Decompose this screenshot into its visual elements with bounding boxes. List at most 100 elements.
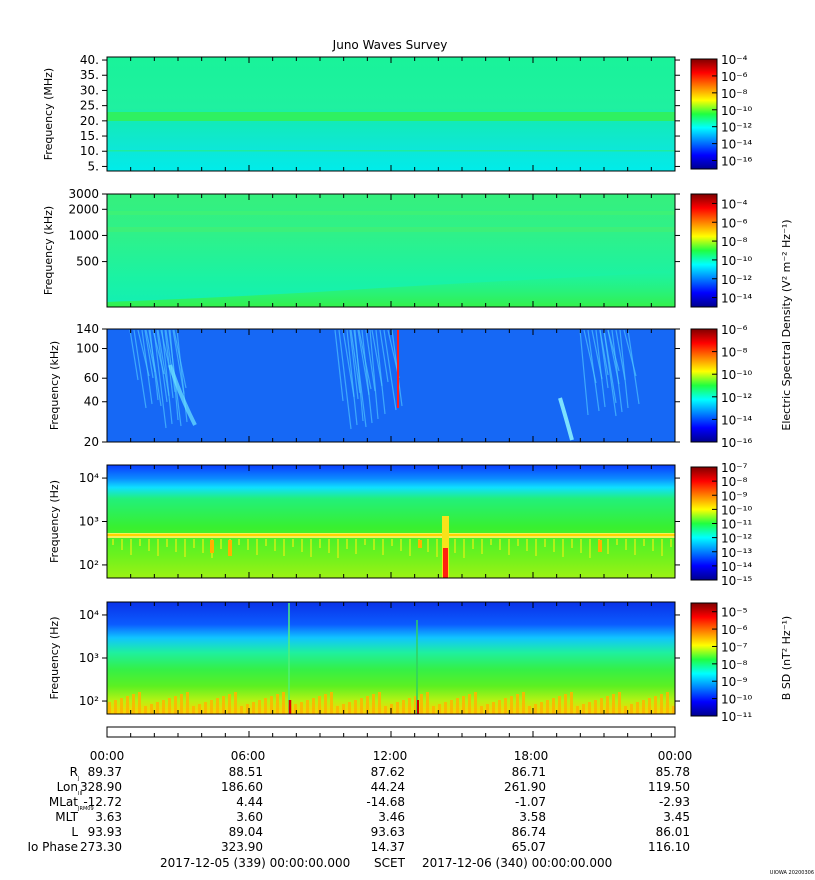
ephemeris-value: -12.72: [83, 795, 122, 809]
y-tick-label: 15.: [80, 129, 99, 143]
emission-streak: [378, 692, 381, 714]
start-time-label: 2017-12-05 (339) 00:00:00.000: [160, 856, 350, 870]
emission-streak: [666, 692, 669, 714]
y-tick-label: 2000: [68, 202, 99, 216]
emission-streak: [562, 539, 564, 557]
emission-streak: [337, 539, 339, 558]
emission-streak: [579, 329, 589, 416]
emission-streak: [444, 702, 447, 714]
y-tick-label: 10⁴: [79, 471, 99, 485]
ephemeris-value: 65.07: [512, 840, 546, 854]
panel-3-colorbar: [690, 328, 718, 443]
emission-streak: [595, 329, 606, 408]
emission-streak: [510, 696, 513, 714]
emission-streak: [328, 539, 330, 553]
ephemeris-value: -14.68: [366, 795, 405, 809]
emission-streak: [379, 329, 389, 383]
emission-streak: [619, 329, 629, 409]
emission-streak: [336, 706, 339, 714]
emission-streak: [138, 692, 141, 714]
time-label: 00:00: [658, 749, 693, 763]
emission-streak: [133, 329, 147, 409]
emission-streak: [220, 539, 222, 549]
emission-streak: [247, 539, 249, 550]
y-tick-label: 500: [76, 255, 99, 269]
emission-streak: [292, 539, 294, 547]
ephemeris-value: 85.78: [656, 765, 690, 779]
emission-streak: [382, 539, 384, 555]
emission-streak: [642, 700, 645, 714]
ephemeris-label-subscript: J: [77, 776, 79, 782]
emission-streak: [414, 696, 417, 714]
colorbar-tick-label: 10⁻¹³: [721, 546, 752, 560]
colorbar-tick-label: 10⁻¹⁴: [721, 560, 752, 574]
panel-4-spectrogram: [107, 465, 675, 578]
emission-streak: [256, 539, 258, 555]
end-time-label: 2017-12-06 (340) 00:00:00.000: [422, 856, 612, 870]
emission-streak: [192, 706, 195, 714]
emission-streak: [468, 694, 471, 714]
emission-streak: [228, 694, 231, 714]
y-tick-label: 10²: [79, 558, 99, 572]
panel-2-colorbar: [690, 193, 718, 308]
emission-patch: [442, 516, 449, 578]
emission-streak: [258, 700, 261, 714]
emission-streak: [594, 700, 597, 714]
emission-streak: [150, 704, 153, 714]
emission-streak: [611, 329, 623, 413]
emission-streak: [540, 702, 543, 714]
colorbar-tick-label: 10⁻¹⁴: [721, 413, 752, 427]
ephemeris-value: 89.37: [88, 765, 122, 779]
ephemeris-label: Io Phase: [27, 840, 78, 854]
emission-streak: [582, 704, 585, 714]
colorbar-tick-label: 10⁻¹²: [721, 532, 752, 546]
emission-streak: [168, 364, 197, 426]
emission-streak: [369, 329, 379, 420]
emission-streak: [234, 692, 237, 714]
emission-streak: [612, 694, 615, 714]
emission-streak: [454, 539, 456, 553]
emission-streak: [587, 329, 600, 412]
colorbar-tick-label: 10⁻⁹: [721, 489, 748, 503]
emission-streak: [153, 329, 167, 429]
emission-streak: [108, 702, 111, 714]
emission-streak: [310, 539, 312, 557]
colorbar-tick-label: 10⁻⁸: [721, 475, 748, 489]
emission-patch: [228, 540, 232, 556]
emission-streak: [517, 539, 519, 546]
emission-streak: [202, 539, 204, 553]
colorbar-tick-label: 10⁻⁶: [721, 323, 748, 337]
emission-streak: [450, 700, 453, 714]
panel-4-ylabel: Frequency (Hz): [48, 480, 61, 563]
emission-streak: [499, 539, 501, 550]
emission-streak: [600, 698, 603, 714]
emission-streak: [121, 539, 123, 550]
colorbar-label-5: B SD (nT² Hz⁻¹): [780, 616, 793, 700]
panel-1-ylabel: Frequency (MHz): [42, 68, 55, 160]
ephemeris-value: -1.07: [515, 795, 546, 809]
ephemeris-value: 88.51: [229, 765, 263, 779]
emission-streak: [157, 329, 170, 397]
emission-streak: [166, 539, 168, 547]
emission-streak: [462, 696, 465, 714]
y-tick-label: 10⁴: [79, 608, 99, 622]
emission-streak: [283, 539, 285, 556]
credit-label: UIOWA 20200306: [770, 870, 814, 876]
ephemeris-value: 3.58: [519, 810, 546, 824]
ephemeris-value: 119.50: [648, 780, 690, 794]
emission-streak: [222, 696, 225, 714]
emission-streak: [361, 329, 373, 424]
y-tick-label: 60: [84, 371, 99, 385]
emission-streak: [672, 706, 675, 714]
colorbar-tick-label: 10⁻¹⁰: [721, 503, 752, 517]
panel-2-ylabel: Frequency (kHz): [42, 206, 55, 295]
emission-streak: [319, 539, 321, 548]
colorbar-tick-label: 10⁻¹⁰: [721, 693, 752, 707]
y-tick-label: 10³: [79, 651, 99, 665]
y-tick-label: 10²: [79, 694, 99, 708]
colorbar-tick-label: 10⁻⁸: [721, 658, 748, 672]
emission-streak: [420, 694, 423, 714]
emission-streak: [564, 694, 567, 714]
panel-5-spectrogram: [107, 602, 675, 714]
y-tick-label: 40: [84, 395, 99, 409]
